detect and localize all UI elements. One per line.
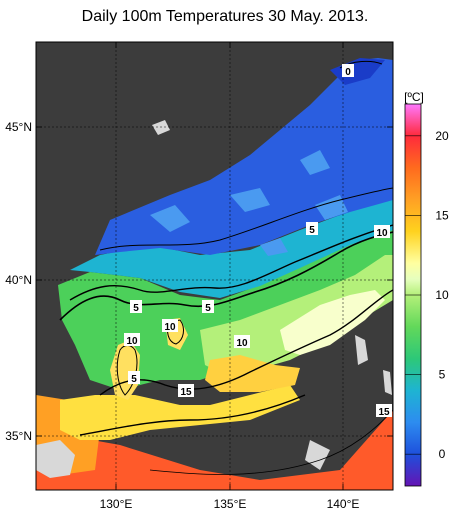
sea-region-yellow-tsushima xyxy=(60,385,300,440)
colorbar-tick-label: 15 xyxy=(435,208,449,222)
map-title: Daily 100m Temperatures 30 May. 2013. xyxy=(81,8,369,25)
sea-region-yellow-east xyxy=(205,355,300,392)
contour-label-0: 0 xyxy=(345,67,351,78)
contour-label-box xyxy=(130,300,142,313)
sea-region-green-subpolar-front xyxy=(58,225,393,390)
lat-tick-45n: 45°N xyxy=(5,120,32,134)
lon-tick-135e: 135°E xyxy=(214,497,247,511)
contour-label-box xyxy=(306,222,318,235)
sea-region-warm-south xyxy=(36,410,393,490)
graticule xyxy=(36,42,393,490)
contour-label-5-west: 5 xyxy=(133,303,139,314)
contour-label-15-south: 15 xyxy=(180,387,192,398)
contour-label-10-east: 10 xyxy=(376,228,388,239)
contour-label-box xyxy=(234,335,250,348)
contour-label-10-central: 10 xyxy=(164,322,176,333)
lon-tick-130e: 130°E xyxy=(100,497,133,511)
contour-label-box xyxy=(128,371,140,384)
contour-label-boxes: 0 5 10 5 5 10 10 10 5 15 15 xyxy=(124,64,392,418)
contour-label-5-south: 5 xyxy=(131,374,137,385)
no-data-korea-coast xyxy=(36,440,75,478)
colorbar-unit: [ºC] xyxy=(404,90,424,104)
sea-region-cyan-transition xyxy=(70,195,393,298)
map-area: 0 5 10 5 5 10 10 10 5 15 15 xyxy=(36,42,393,490)
contour-label-box xyxy=(342,64,354,77)
colorbar-tick-label: 5 xyxy=(439,368,446,382)
contour-label-5-north-east: 5 xyxy=(309,225,315,236)
colorbar-tick-label: 10 xyxy=(435,288,449,302)
colorbar-ticks: 20 15 10 5 0 xyxy=(405,129,449,461)
contour-label-box xyxy=(374,225,390,238)
contour-label-5-central: 5 xyxy=(205,303,211,314)
sea-region-cream-warm-core xyxy=(280,290,385,355)
colorbar-tick-label: 0 xyxy=(439,447,446,461)
lat-tick-35n: 35°N xyxy=(5,429,32,443)
lon-tick-140e: 140°E xyxy=(327,497,360,511)
contour-label-box xyxy=(124,333,140,346)
lat-tick-40n: 40°N xyxy=(5,273,32,287)
contour-lines xyxy=(59,60,393,475)
contour-label-box xyxy=(202,300,214,313)
contour-label-box xyxy=(178,384,194,397)
colorbar-tick-label: 20 xyxy=(435,129,449,143)
contour-label-15-east: 15 xyxy=(378,407,390,418)
sea-region-lightblue-patches xyxy=(150,150,348,256)
no-data-patch-north xyxy=(152,120,170,135)
colorbar: [ºC] 20 15 10 5 0 xyxy=(404,90,449,487)
frame-ticks xyxy=(36,42,393,490)
contour-label-10-east-central: 10 xyxy=(236,338,248,349)
contour-label-box xyxy=(376,404,392,417)
no-data-japan-coast xyxy=(305,335,392,470)
map-frame xyxy=(35,41,394,491)
contour-label-10-west: 10 xyxy=(126,336,138,347)
contour-label-box xyxy=(162,319,178,332)
